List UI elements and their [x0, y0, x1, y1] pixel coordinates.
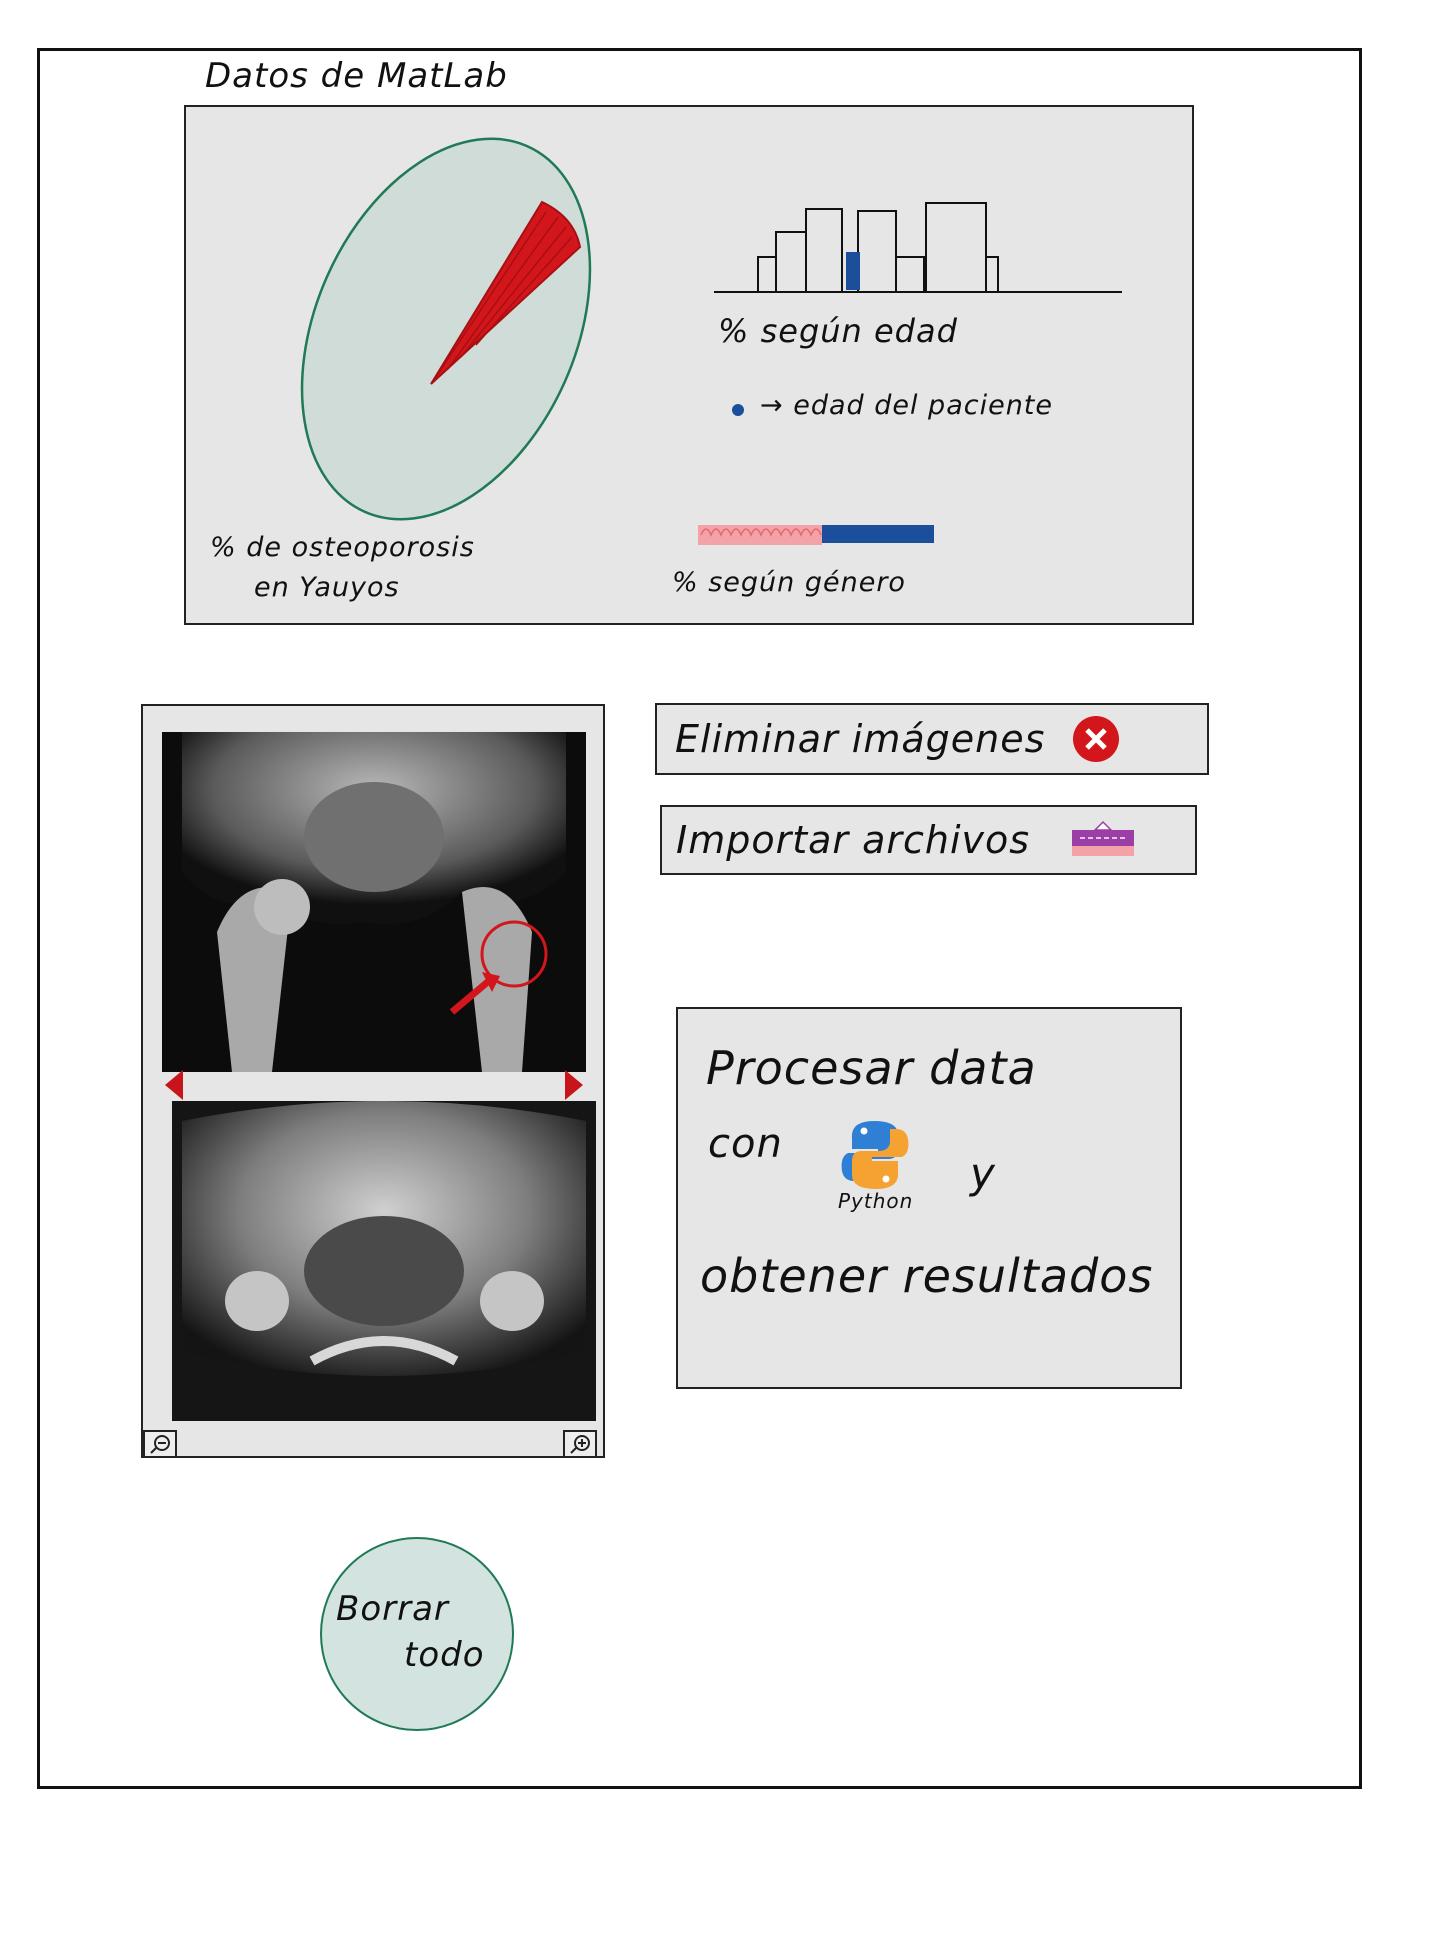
clear-all-button[interactable]: Borrar todo	[320, 1537, 514, 1731]
histogram-bar-3	[805, 208, 843, 292]
histogram-highlight	[846, 252, 860, 290]
gender-bar-label: % según género	[672, 567, 906, 598]
histogram-bar-6	[925, 202, 987, 292]
import-files-label: Importar archivos	[676, 818, 1031, 862]
process-data-button[interactable]: Procesar data con Python y obtener resul…	[676, 1007, 1182, 1389]
python-label: Python	[838, 1189, 914, 1213]
age-histogram-label: % según edad	[718, 312, 958, 350]
charts-canvas	[300, 137, 1122, 545]
arrow-right-icon[interactable]	[565, 1070, 583, 1100]
histogram-bar-2	[775, 231, 807, 292]
zoom-out-button[interactable]	[143, 1430, 177, 1458]
zoom-in-icon	[570, 1435, 590, 1454]
pie-label-line1: % de osteoporosis	[210, 532, 475, 563]
app-frame	[37, 48, 1362, 1789]
delete-images-button[interactable]: Eliminar imágenes	[655, 703, 1209, 775]
clear-all-line1: Borrar	[336, 1589, 449, 1629]
process-line2-tail: y	[970, 1149, 996, 1198]
pie-base	[300, 137, 592, 521]
python-logo-icon	[841, 1121, 909, 1189]
zoom-out-icon	[150, 1435, 170, 1454]
delete-images-label: Eliminar imágenes	[675, 717, 1046, 761]
legend-dot	[732, 404, 744, 416]
gender-male-segment	[822, 525, 934, 543]
process-line3: obtener resultados	[700, 1249, 1154, 1303]
page-title: Datos de MatLab	[205, 56, 508, 96]
xray-hip-image	[162, 732, 586, 1072]
zoom-in-button[interactable]	[563, 1430, 597, 1458]
histogram-bar-7	[985, 256, 999, 292]
xray-image-viewer	[141, 704, 605, 1458]
arrow-left-icon[interactable]	[165, 1070, 183, 1100]
process-line2: con	[708, 1121, 783, 1167]
xray-image-bottom[interactable]	[172, 1101, 596, 1421]
import-files-button[interactable]: Importar archivos	[660, 805, 1197, 875]
close-icon	[1073, 716, 1120, 762]
pie-slice	[430, 200, 582, 385]
histogram-bar-5	[895, 256, 925, 292]
process-line1: Procesar data	[706, 1041, 1037, 1095]
xray-image-top[interactable]	[162, 732, 586, 1072]
age-histogram	[714, 202, 1122, 416]
gender-female-segment	[698, 525, 822, 545]
xray-pelvis-image	[172, 1101, 596, 1421]
gender-bar-chart	[698, 525, 934, 545]
clear-all-line2: todo	[404, 1635, 485, 1675]
histogram-bar-4	[857, 210, 897, 292]
pie-label-line2: en Yauyos	[254, 572, 400, 603]
histogram-bar-1	[757, 256, 777, 292]
upload-icon	[1072, 820, 1135, 856]
matlab-charts-panel: % de osteoporosis en Yauyos % según edad…	[184, 105, 1194, 625]
osteoporosis-pie-chart	[300, 137, 592, 521]
age-legend-text: → edad del paciente	[760, 390, 1054, 421]
